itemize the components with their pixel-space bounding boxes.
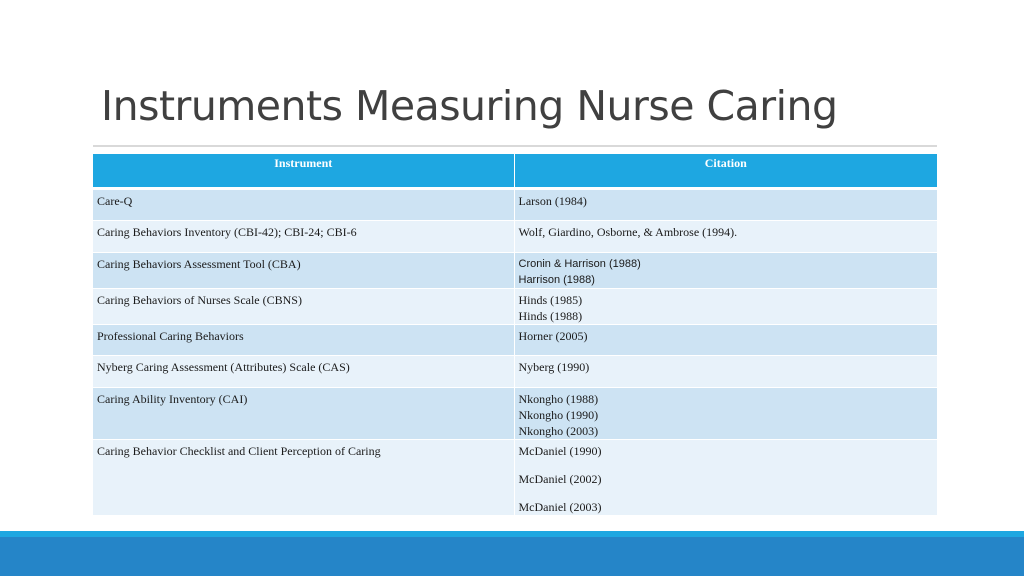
citation-line: Hinds (1988) [518, 309, 583, 323]
citation-line: Hinds (1985) [518, 293, 583, 307]
citation-line: Wolf, Giardino, Osborne, & Ambrose (1994… [518, 225, 738, 239]
citation-line: Horner (2005) [518, 329, 588, 343]
header-instrument: Instrument [93, 154, 515, 190]
citation-line: Nyberg (1990) [518, 360, 590, 374]
table-row: Care-Q Larson (1984) [93, 188, 937, 221]
citation-line: Nkongho (1988) [518, 392, 599, 406]
citation-cell: Wolf, Giardino, Osborne, & Ambrose (1994… [514, 220, 937, 253]
citation-line: Nkongho (2003) [518, 424, 599, 438]
instrument-cell: Nyberg Caring Assessment (Attributes) Sc… [93, 355, 515, 388]
citation-line: Larson (1984) [518, 194, 587, 208]
header-citation: Citation [514, 154, 937, 190]
citation-cell: Larson (1984) [514, 188, 937, 221]
citation-line: McDaniel (2003) [518, 500, 602, 514]
instrument-cell: Professional Caring Behaviors [93, 324, 515, 356]
table-row: Caring Ability Inventory (CAI) Nkongho (… [93, 387, 937, 440]
footer-band [0, 537, 1024, 576]
title-divider [93, 145, 937, 147]
citation-line: Nkongho (1990) [518, 408, 599, 422]
citation-cell: Nyberg (1990) [514, 355, 937, 388]
instrument-cell: Caring Behaviors Assessment Tool (CBA) [93, 252, 515, 289]
citation-cell: Nkongho (1988) Nkongho (1990) Nkongho (2… [514, 387, 937, 440]
instrument-cell: Caring Behavior Checklist and Client Per… [93, 439, 515, 516]
citation-line: McDaniel (1990) [518, 444, 602, 458]
instrument-cell: Caring Behaviors Inventory (CBI-42); CBI… [93, 220, 515, 253]
instrument-cell: Caring Behaviors of Nurses Scale (CBNS) [93, 288, 515, 325]
citation-cell: Cronin & Harrison (1988) Harrison (1988) [514, 252, 937, 289]
citation-line: McDaniel (2002) [518, 472, 602, 486]
table-row: Professional Caring Behaviors Horner (20… [93, 324, 937, 356]
instrument-cell: Caring Ability Inventory (CAI) [93, 387, 515, 440]
citation-line: Harrison (1988) [518, 274, 595, 286]
citation-cell: Horner (2005) [514, 324, 937, 356]
footer-accent-line [0, 531, 1024, 537]
citation-cell: Hinds (1985) Hinds (1988) [514, 288, 937, 325]
table-row: Nyberg Caring Assessment (Attributes) Sc… [93, 355, 937, 388]
table-row: Caring Behavior Checklist and Client Per… [93, 439, 937, 516]
instrument-cell: Care-Q [93, 188, 515, 221]
citation-line: Cronin & Harrison (1988) [518, 258, 641, 270]
table-header-row: Instrument Citation [93, 154, 937, 190]
slide-title: Instruments Measuring Nurse Caring [101, 82, 838, 130]
table-row: Caring Behaviors of Nurses Scale (CBNS) … [93, 288, 937, 325]
instruments-table: Instrument Citation Care-Q Larson (1984)… [93, 154, 937, 516]
citation-cell: McDaniel (1990) McDaniel (2002) McDaniel… [514, 439, 937, 516]
table-row: Caring Behaviors Assessment Tool (CBA) C… [93, 252, 937, 289]
table-row: Caring Behaviors Inventory (CBI-42); CBI… [93, 220, 937, 253]
